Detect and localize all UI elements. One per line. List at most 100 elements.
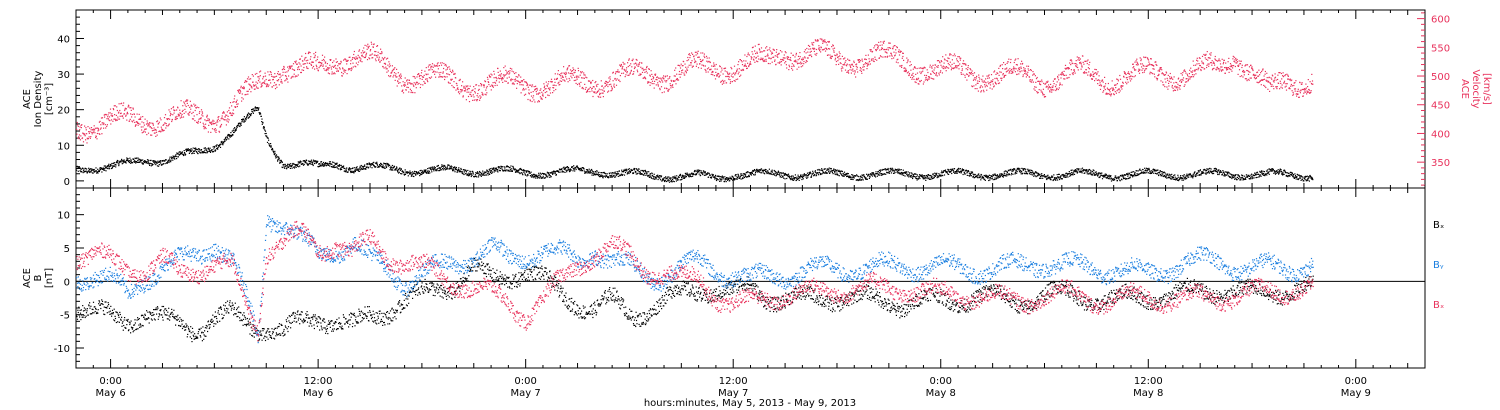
- velocity-series-dot: [304, 63, 306, 65]
- density-series-dot: [850, 176, 852, 178]
- density-series-dot: [698, 173, 700, 175]
- density-series-dot: [219, 144, 221, 146]
- velocity-series-dot: [400, 77, 402, 80]
- velocity-series-dot: [101, 122, 103, 124]
- velocity-series-dot: [88, 136, 90, 138]
- density-series-dot: [759, 169, 761, 171]
- density-series-dot: [1046, 178, 1048, 181]
- density-series-dot: [732, 176, 734, 178]
- velocity-series-dot: [113, 105, 115, 107]
- density-series-dot: [907, 174, 910, 176]
- density-series-dot: [419, 170, 421, 172]
- density-series-dot: [1059, 178, 1061, 181]
- density-series-dot: [1258, 176, 1260, 178]
- density-series-dot: [113, 165, 115, 167]
- velocity-series-dot: [170, 108, 172, 110]
- density-series-dot: [692, 175, 694, 177]
- velocity-series-dot: [128, 105, 130, 107]
- density-series-dot: [268, 143, 270, 145]
- density-series-dot: [379, 164, 381, 166]
- density-series-dot: [1261, 170, 1263, 172]
- velocity-series-dot: [287, 70, 289, 72]
- density-series-dot: [1216, 170, 1218, 173]
- density-series-dot: [581, 167, 583, 169]
- density-series-dot: [689, 174, 691, 176]
- density-series-dot: [825, 172, 828, 174]
- density-series-dot: [259, 112, 261, 114]
- density-series-dot: [694, 174, 696, 176]
- velocity-series-dot: [187, 104, 189, 107]
- velocity-series-dot: [447, 66, 449, 69]
- density-series-dot: [617, 173, 619, 175]
- density-series-dot: [183, 152, 186, 154]
- density-series-dot: [1081, 170, 1083, 172]
- density-series-dot: [385, 166, 388, 169]
- density-series-dot: [870, 174, 873, 176]
- velocity-series-dot: [105, 114, 107, 116]
- density-series-dot: [1195, 174, 1197, 176]
- density-series-dot: [281, 161, 283, 163]
- density-series-dot: [1191, 176, 1194, 178]
- density-series-dot: [1202, 171, 1204, 173]
- velocity-series-dot: [138, 118, 140, 120]
- velocity-series-dot: [435, 76, 437, 78]
- density-series-dot: [793, 177, 795, 179]
- density-series-dot: [339, 164, 341, 167]
- density-series-dot: [586, 172, 588, 174]
- density-series-dot: [465, 170, 467, 172]
- density-series-dot: [471, 174, 473, 176]
- velocity-series-dot: [273, 76, 275, 78]
- density-series-dot: [118, 165, 120, 167]
- density-series-dot: [860, 176, 862, 178]
- density-series-dot: [1008, 173, 1010, 175]
- velocity-series-dot: [338, 67, 341, 69]
- density-series-dot: [892, 170, 894, 172]
- density-series-dot: [544, 177, 546, 179]
- density-series-dot: [956, 171, 958, 173]
- density-series-dot: [892, 168, 894, 170]
- density-series-dot: [633, 168, 635, 170]
- velocity-series-dot: [329, 64, 331, 66]
- velocity-series-dot: [532, 97, 534, 99]
- density-series-dot: [968, 170, 970, 172]
- density-series-dot: [181, 151, 183, 153]
- density-series-dot: [739, 176, 741, 178]
- velocity-series-dot: [118, 111, 120, 113]
- density-series-dot: [646, 171, 648, 173]
- velocity-series-dot: [378, 59, 380, 61]
- velocity-series-dot: [291, 65, 293, 67]
- density-series-dot: [682, 177, 684, 179]
- density-series-dot: [292, 166, 295, 168]
- density-series-dot: [229, 134, 231, 137]
- density-series-dot: [1156, 169, 1158, 171]
- velocity-series-dot: [402, 89, 404, 91]
- density-series-dot: [1066, 174, 1068, 176]
- density-series-dot: [465, 171, 467, 173]
- density-series-dot: [814, 170, 816, 172]
- density-series-dot: [449, 168, 451, 170]
- velocity-series-dot: [268, 74, 270, 76]
- velocity-series-dot: [474, 92, 476, 94]
- density-series-dot: [821, 168, 823, 170]
- density-series-dot: [783, 173, 785, 175]
- velocity-series-dot: [236, 99, 238, 101]
- density-series-dot: [412, 173, 414, 175]
- density-series-dot: [595, 170, 598, 172]
- velocity-series-dot: [223, 112, 225, 114]
- density-series-dot: [1086, 171, 1088, 173]
- density-series-dot: [425, 170, 427, 172]
- density-series-dot: [222, 144, 224, 146]
- density-series-dot: [912, 177, 914, 180]
- density-series-dot: [518, 169, 520, 171]
- density-series-dot: [438, 167, 440, 169]
- density-series-dot: [360, 169, 362, 171]
- density-series-dot: [306, 159, 308, 162]
- density-series-dot: [1268, 168, 1270, 170]
- density-series-dot: [303, 160, 306, 162]
- density-series-dot: [1304, 177, 1306, 179]
- density-series-dot: [255, 109, 258, 111]
- density-series-dot: [277, 158, 279, 160]
- density-series-dot: [1125, 178, 1127, 180]
- density-series-dot: [280, 160, 282, 162]
- density-series-dot: [547, 173, 549, 175]
